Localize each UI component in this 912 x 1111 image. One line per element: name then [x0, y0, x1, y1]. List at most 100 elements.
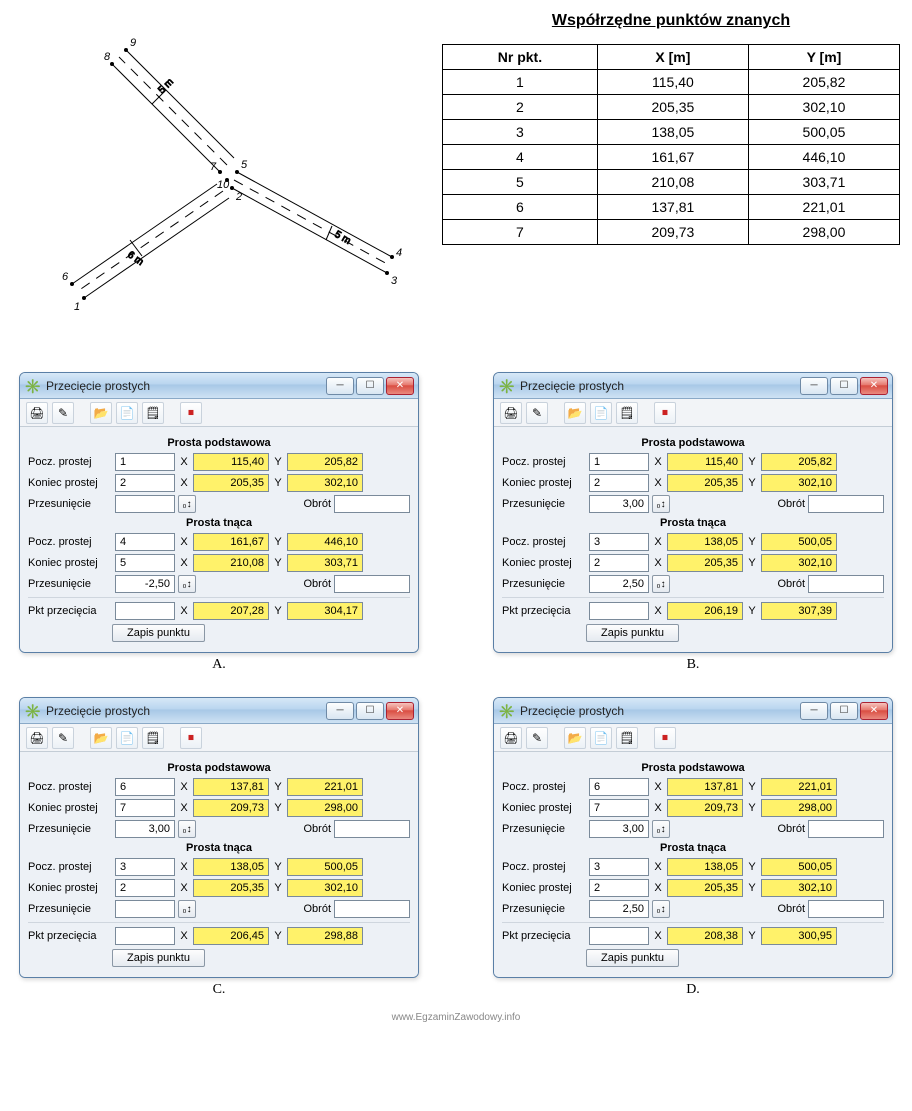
y-input[interactable] — [287, 453, 363, 471]
close-button[interactable]: ✕ — [860, 702, 888, 720]
close-button[interactable]: ✕ — [386, 377, 414, 395]
y-input[interactable] — [287, 879, 363, 897]
x-input[interactable] — [193, 858, 269, 876]
x-input[interactable] — [193, 453, 269, 471]
open-icon[interactable]: 📂 — [564, 402, 586, 424]
calc-icon[interactable]: 🗒 — [616, 727, 638, 749]
x-input[interactable] — [193, 474, 269, 492]
minimize-button[interactable]: ─ — [326, 377, 354, 395]
result-y[interactable] — [287, 927, 363, 945]
titlebar[interactable]: ✳️ Przecięcie prostych ─ ☐ ✕ — [494, 698, 892, 724]
point-number-input[interactable] — [115, 474, 175, 492]
result-x[interactable] — [193, 602, 269, 620]
minimize-button[interactable]: ─ — [326, 702, 354, 720]
x-input[interactable] — [667, 554, 743, 572]
point-number-input[interactable] — [115, 453, 175, 471]
point-number-input[interactable] — [115, 778, 175, 796]
y-input[interactable] — [761, 799, 837, 817]
point-number-input[interactable] — [589, 453, 649, 471]
offset-input[interactable] — [115, 900, 175, 918]
stop-icon[interactable]: ⏹ — [654, 727, 676, 749]
save-point-button[interactable]: Zapis punktu — [586, 949, 679, 967]
save-point-button[interactable]: Zapis punktu — [112, 624, 205, 642]
result-x[interactable] — [667, 927, 743, 945]
point-number-input[interactable] — [589, 799, 649, 817]
titlebar[interactable]: ✳️ Przecięcie prostych ─ ☐ ✕ — [20, 698, 418, 724]
result-x[interactable] — [193, 927, 269, 945]
offset-input[interactable] — [115, 575, 175, 593]
stop-icon[interactable]: ⏹ — [654, 402, 676, 424]
point-number-input[interactable] — [589, 554, 649, 572]
calc-icon[interactable]: 🗒 — [616, 402, 638, 424]
close-button[interactable]: ✕ — [860, 377, 888, 395]
minimize-button[interactable]: ─ — [800, 377, 828, 395]
offset-angle-button[interactable]: ₀↕ — [178, 495, 196, 513]
offset-angle-button[interactable]: ₀↕ — [178, 900, 196, 918]
offset-input[interactable] — [589, 495, 649, 513]
result-point-input[interactable] — [115, 602, 175, 620]
offset-input[interactable] — [589, 575, 649, 593]
x-input[interactable] — [667, 533, 743, 551]
y-input[interactable] — [287, 554, 363, 572]
open-icon[interactable]: 📂 — [90, 402, 112, 424]
result-point-input[interactable] — [589, 602, 649, 620]
y-input[interactable] — [761, 474, 837, 492]
copy-icon[interactable]: 📄 — [116, 727, 138, 749]
result-y[interactable] — [761, 602, 837, 620]
open-icon[interactable]: 📂 — [564, 727, 586, 749]
offset-input[interactable] — [115, 495, 175, 513]
offset-angle-button[interactable]: ₀↕ — [652, 575, 670, 593]
x-input[interactable] — [193, 533, 269, 551]
y-input[interactable] — [761, 554, 837, 572]
maximize-button[interactable]: ☐ — [830, 702, 858, 720]
result-y[interactable] — [287, 602, 363, 620]
point-number-input[interactable] — [115, 879, 175, 897]
x-input[interactable] — [667, 858, 743, 876]
stop-icon[interactable]: ⏹ — [180, 402, 202, 424]
point-number-input[interactable] — [115, 554, 175, 572]
offset-angle-button[interactable]: ₀↕ — [178, 820, 196, 838]
point-number-input[interactable] — [115, 799, 175, 817]
x-input[interactable] — [193, 554, 269, 572]
point-number-input[interactable] — [589, 778, 649, 796]
edit-icon[interactable]: ✎ — [52, 727, 74, 749]
rotation-input[interactable] — [808, 495, 884, 513]
y-input[interactable] — [287, 799, 363, 817]
titlebar[interactable]: ✳️ Przecięcie prostych ─ ☐ ✕ — [20, 373, 418, 399]
offset-input[interactable] — [115, 820, 175, 838]
point-number-input[interactable] — [115, 858, 175, 876]
x-input[interactable] — [193, 778, 269, 796]
rotation-input[interactable] — [334, 900, 410, 918]
edit-icon[interactable]: ✎ — [526, 402, 548, 424]
y-input[interactable] — [761, 453, 837, 471]
offset-angle-button[interactable]: ₀↕ — [652, 900, 670, 918]
rotation-input[interactable] — [808, 900, 884, 918]
offset-input[interactable] — [589, 900, 649, 918]
rotation-input[interactable] — [334, 820, 410, 838]
y-input[interactable] — [287, 858, 363, 876]
print-icon[interactable]: 🖨 — [500, 727, 522, 749]
save-point-button[interactable]: Zapis punktu — [586, 624, 679, 642]
x-input[interactable] — [193, 879, 269, 897]
result-point-input[interactable] — [589, 927, 649, 945]
y-input[interactable] — [287, 474, 363, 492]
offset-input[interactable] — [589, 820, 649, 838]
result-y[interactable] — [761, 927, 837, 945]
open-icon[interactable]: 📂 — [90, 727, 112, 749]
rotation-input[interactable] — [334, 575, 410, 593]
save-point-button[interactable]: Zapis punktu — [112, 949, 205, 967]
stop-icon[interactable]: ⏹ — [180, 727, 202, 749]
close-button[interactable]: ✕ — [386, 702, 414, 720]
offset-angle-button[interactable]: ₀↕ — [178, 575, 196, 593]
point-number-input[interactable] — [589, 533, 649, 551]
x-input[interactable] — [667, 778, 743, 796]
titlebar[interactable]: ✳️ Przecięcie prostych ─ ☐ ✕ — [494, 373, 892, 399]
maximize-button[interactable]: ☐ — [830, 377, 858, 395]
y-input[interactable] — [761, 858, 837, 876]
x-input[interactable] — [193, 799, 269, 817]
point-number-input[interactable] — [589, 858, 649, 876]
point-number-input[interactable] — [589, 879, 649, 897]
x-input[interactable] — [667, 799, 743, 817]
y-input[interactable] — [287, 778, 363, 796]
rotation-input[interactable] — [808, 820, 884, 838]
